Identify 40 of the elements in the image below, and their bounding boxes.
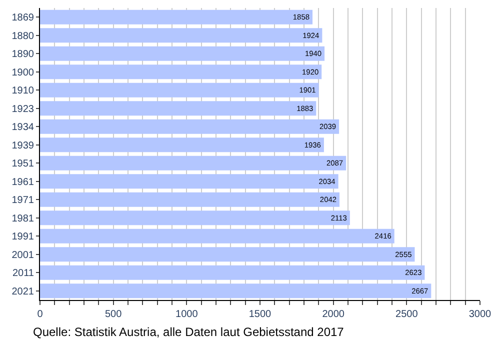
x-tick-label: 1000	[176, 309, 198, 320]
bar	[40, 138, 324, 152]
y-tick-label: 1951	[12, 158, 34, 170]
x-tick-label: 2000	[322, 309, 345, 320]
bar	[40, 210, 350, 226]
y-tick-label: 2001	[12, 250, 34, 261]
y-tick-label: 1991	[12, 232, 34, 243]
y-tick-label: 1910	[12, 86, 34, 97]
y-tick-label: 1869	[12, 12, 34, 24]
x-tick-label: 500	[104, 309, 122, 320]
x-tick-label: 0	[37, 309, 44, 320]
y-tick-label: 1961	[12, 176, 34, 188]
y-tick-label: 1939	[12, 140, 34, 152]
bar	[40, 284, 432, 298]
bar	[40, 119, 340, 134]
y-tick-label: 2021	[12, 286, 34, 298]
x-tick-label: 2500	[396, 309, 418, 320]
bar	[40, 192, 340, 207]
source-note: Quelle: Statistik Austria, alle Daten laut Gebietsstand 2017	[33, 325, 344, 339]
bar	[40, 28, 322, 43]
bar	[40, 82, 319, 98]
bar	[40, 228, 394, 244]
x-tick-label: 3000	[468, 309, 492, 320]
bar	[40, 247, 415, 262]
y-tick-label: 1890	[12, 49, 34, 60]
y-tick-label: 1971	[12, 195, 34, 206]
bar	[40, 156, 346, 170]
y-tick-label: 1880	[12, 30, 34, 42]
y-tick-label: 1981	[12, 213, 34, 224]
bar	[40, 10, 313, 24]
x-tick-label: 1500	[248, 309, 272, 320]
y-tick-label: 1923	[12, 104, 34, 115]
y-tick-label: 2011	[12, 268, 34, 280]
bar	[40, 64, 322, 80]
bar	[40, 101, 316, 116]
bar	[40, 174, 338, 189]
y-tick-label: 1934	[12, 122, 34, 134]
y-tick-label: 1900	[12, 67, 34, 78]
bar	[40, 265, 425, 280]
bar	[40, 46, 325, 61]
